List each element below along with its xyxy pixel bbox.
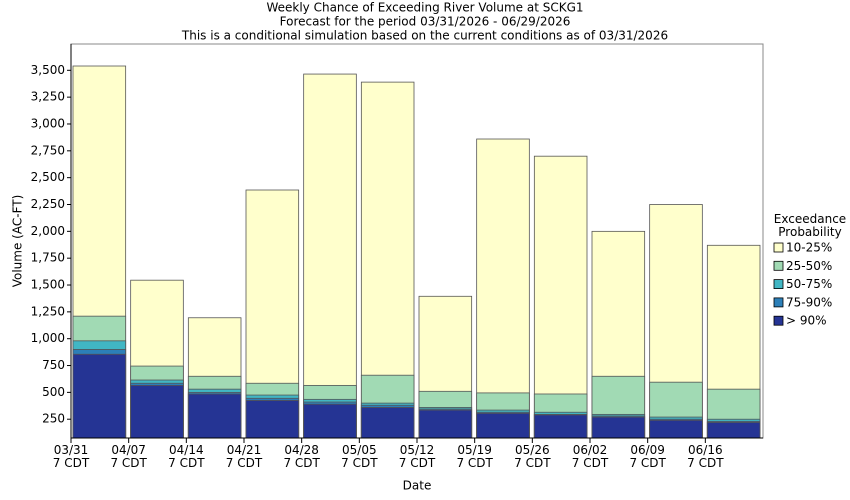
bar [649, 419, 703, 439]
y-tick-label: 1,000 [31, 331, 65, 345]
y-tick-label: 2,500 [31, 170, 65, 184]
bar [476, 412, 530, 439]
x-tick-label: 05/05 7 CDT [341, 443, 378, 470]
y-tick-label: 1,500 [31, 278, 65, 292]
x-tick-label: 05/12 7 CDT [398, 443, 436, 470]
bar [706, 422, 761, 439]
bar [533, 155, 588, 439]
y-tick-label: 2,250 [31, 197, 65, 211]
x-tick-label: 04/28 7 CDT [283, 443, 320, 470]
legend-label: 75-90% [786, 295, 832, 309]
bar [303, 403, 357, 439]
x-tick-label: 04/14 7 CDT [168, 443, 205, 470]
legend-label: 50-75% [786, 277, 832, 291]
legend-swatch [773, 242, 784, 253]
legend-swatch [773, 315, 784, 326]
plot-area [70, 43, 764, 439]
bar [130, 384, 184, 439]
x-tick-label: 04/07 7 CDT [110, 443, 147, 470]
bar [418, 409, 473, 439]
bar [360, 407, 415, 439]
bar [72, 353, 127, 439]
x-tick-label: 05/26 7 CDT [514, 443, 551, 470]
legend-title: Exceedance Probability [773, 212, 847, 239]
legend-swatch [773, 297, 784, 308]
legend-swatch [773, 279, 784, 290]
x-tick-label: 06/02 7 CDT [571, 443, 609, 470]
legend-label: 25-50% [786, 259, 832, 273]
legend-label: > 90% [786, 314, 827, 328]
legend-swatch [773, 260, 784, 271]
x-tick-label: 06/09 7 CDT [629, 443, 666, 470]
x-axis-title: Date [403, 479, 432, 493]
bar [476, 138, 530, 439]
x-tick-label: 04/21 7 CDT [225, 443, 263, 470]
y-tick-label: 2,750 [31, 143, 65, 157]
x-tick-label: 06/16 7 CDT [687, 443, 724, 470]
bar [187, 393, 242, 439]
x-tick-label: 03/31 7 CDT [52, 443, 90, 470]
y-axis-title: Volume (AC-FT) [11, 195, 25, 288]
y-tick-label: 3,000 [31, 116, 65, 130]
y-tick-label: 750 [42, 358, 65, 372]
y-tick-label: 250 [42, 412, 65, 426]
x-tick-label: 05/19 7 CDT [456, 443, 493, 470]
bar [591, 416, 646, 439]
bar [245, 400, 300, 439]
legend-label: 10-25% [786, 241, 832, 255]
y-tick-label: 3,250 [31, 90, 65, 104]
y-tick-label: 3,500 [31, 63, 65, 77]
y-tick-label: 2,000 [31, 224, 65, 238]
bar [303, 73, 357, 439]
y-tick-label: 500 [42, 385, 65, 399]
bar [533, 414, 588, 439]
chart-subtitle: Forecast for the period 03/31/2026 - 06/… [280, 15, 571, 29]
y-tick-label: 1,750 [31, 251, 65, 265]
chart-subtitle: This is a conditional simulation based o… [181, 29, 668, 43]
y-tick-label: 1,250 [31, 304, 65, 318]
chart-title: Weekly Chance of Exceeding River Volume … [266, 1, 583, 15]
